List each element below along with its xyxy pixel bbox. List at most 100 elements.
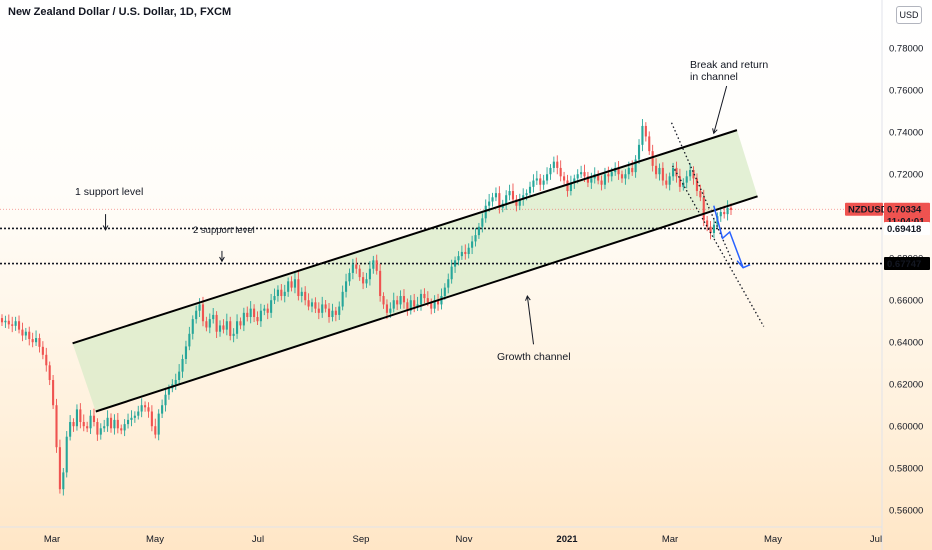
candle-body xyxy=(433,300,436,309)
candle-body xyxy=(38,338,41,347)
support-level-2-label: 2 support level xyxy=(193,225,255,236)
candle-body xyxy=(682,182,685,187)
break-annotation-line2: in channel xyxy=(690,71,738,83)
candle-body xyxy=(464,251,467,255)
candle-body xyxy=(239,321,242,326)
last-price-tag-bg xyxy=(884,202,930,216)
candle-body xyxy=(331,310,334,318)
candle-body xyxy=(232,333,235,336)
candle-body xyxy=(712,224,716,234)
candle-body xyxy=(365,279,368,284)
candle-body xyxy=(222,325,225,330)
support1-price-tag-text: 0.69418 xyxy=(887,224,921,235)
candle-body xyxy=(324,304,327,309)
candle-body xyxy=(423,293,426,299)
candle-body xyxy=(484,205,487,219)
candle-body xyxy=(620,174,624,179)
growth-channel-fill xyxy=(72,130,758,412)
candle-body xyxy=(655,165,658,175)
candle-body xyxy=(525,193,528,196)
candle-body xyxy=(106,417,109,427)
candle-body xyxy=(96,422,99,435)
candle-body xyxy=(351,264,354,273)
candle-body xyxy=(167,388,170,395)
candle-body xyxy=(661,167,664,181)
candle-body xyxy=(304,291,307,301)
candle-body xyxy=(79,409,82,423)
candle-body xyxy=(341,291,344,307)
candle-body xyxy=(293,279,297,288)
descending-line-lower xyxy=(672,165,765,327)
support1-price-tag-bg xyxy=(884,221,930,235)
candle-body xyxy=(140,405,143,412)
candle-body xyxy=(358,268,361,278)
candle-body xyxy=(719,212,722,217)
y-tick-label: 0.62000 xyxy=(889,380,923,391)
projection-path xyxy=(713,205,744,268)
candle-body xyxy=(457,256,460,261)
x-tick-label: Mar xyxy=(44,534,60,545)
candle-body xyxy=(426,298,429,303)
candle-body xyxy=(120,428,123,431)
candle-body xyxy=(355,264,358,269)
last-price-tag-text: 0.70334 xyxy=(887,205,922,216)
candle-body xyxy=(385,304,388,313)
candle-body xyxy=(569,182,572,192)
candle-body xyxy=(508,191,511,196)
candle-body xyxy=(648,136,651,152)
y-tick-label: 0.64000 xyxy=(889,338,923,349)
candle-body xyxy=(406,302,409,311)
candle-body xyxy=(174,380,177,385)
candle-body xyxy=(402,296,406,303)
support2-arrow-head xyxy=(219,256,225,263)
candle-body xyxy=(436,300,440,305)
y-tick-label: 0.72000 xyxy=(889,170,923,181)
candle-body xyxy=(665,180,668,185)
candle-body xyxy=(597,174,600,181)
chart-title: New Zealand Dollar / U.S. Dollar, 1D, FX… xyxy=(8,6,232,18)
candle-body xyxy=(82,422,85,427)
candle-body xyxy=(559,167,562,177)
candle-body xyxy=(447,279,450,288)
support1-price-tag: 0.69418 xyxy=(884,221,930,235)
candle-body xyxy=(556,161,559,168)
candle-body xyxy=(532,180,535,187)
y-tick-label: 0.76000 xyxy=(889,86,923,97)
currency-button[interactable]: USD xyxy=(896,6,922,24)
candle-body xyxy=(631,167,634,173)
candle-body xyxy=(17,321,21,330)
x-tick-label: May xyxy=(764,534,782,545)
candle-body xyxy=(505,195,508,204)
candle-body xyxy=(726,207,729,215)
x-tick-label: Jul xyxy=(252,534,264,545)
candle-body xyxy=(413,300,416,307)
y-tick-label: 0.66000 xyxy=(889,296,923,307)
candle-body xyxy=(607,174,610,177)
candle-body xyxy=(372,260,375,269)
candle-body xyxy=(116,419,119,429)
candle-body xyxy=(72,422,75,427)
symbol-tag: NZDUSD xyxy=(845,202,888,216)
projection-arrowhead xyxy=(736,260,751,269)
candle-body xyxy=(477,226,480,236)
candle-body xyxy=(542,180,545,185)
candle-body xyxy=(706,220,709,227)
candle-body xyxy=(494,193,498,198)
candle-body xyxy=(603,174,607,185)
candle-body xyxy=(641,125,644,145)
channel-upper-line xyxy=(72,129,738,345)
candle-body xyxy=(709,226,712,234)
candle-body xyxy=(75,409,78,427)
candle-body xyxy=(699,191,702,198)
support2-price-tag: 0.67747 xyxy=(884,257,930,271)
candle-body xyxy=(563,176,566,181)
candle-body xyxy=(178,371,181,381)
candle-body xyxy=(549,167,552,175)
candle-body xyxy=(443,287,446,297)
candle-body xyxy=(113,419,116,429)
candle-body xyxy=(379,270,382,297)
candle-body xyxy=(317,308,320,313)
channel-arrow xyxy=(526,295,535,345)
candle-body xyxy=(130,417,133,420)
